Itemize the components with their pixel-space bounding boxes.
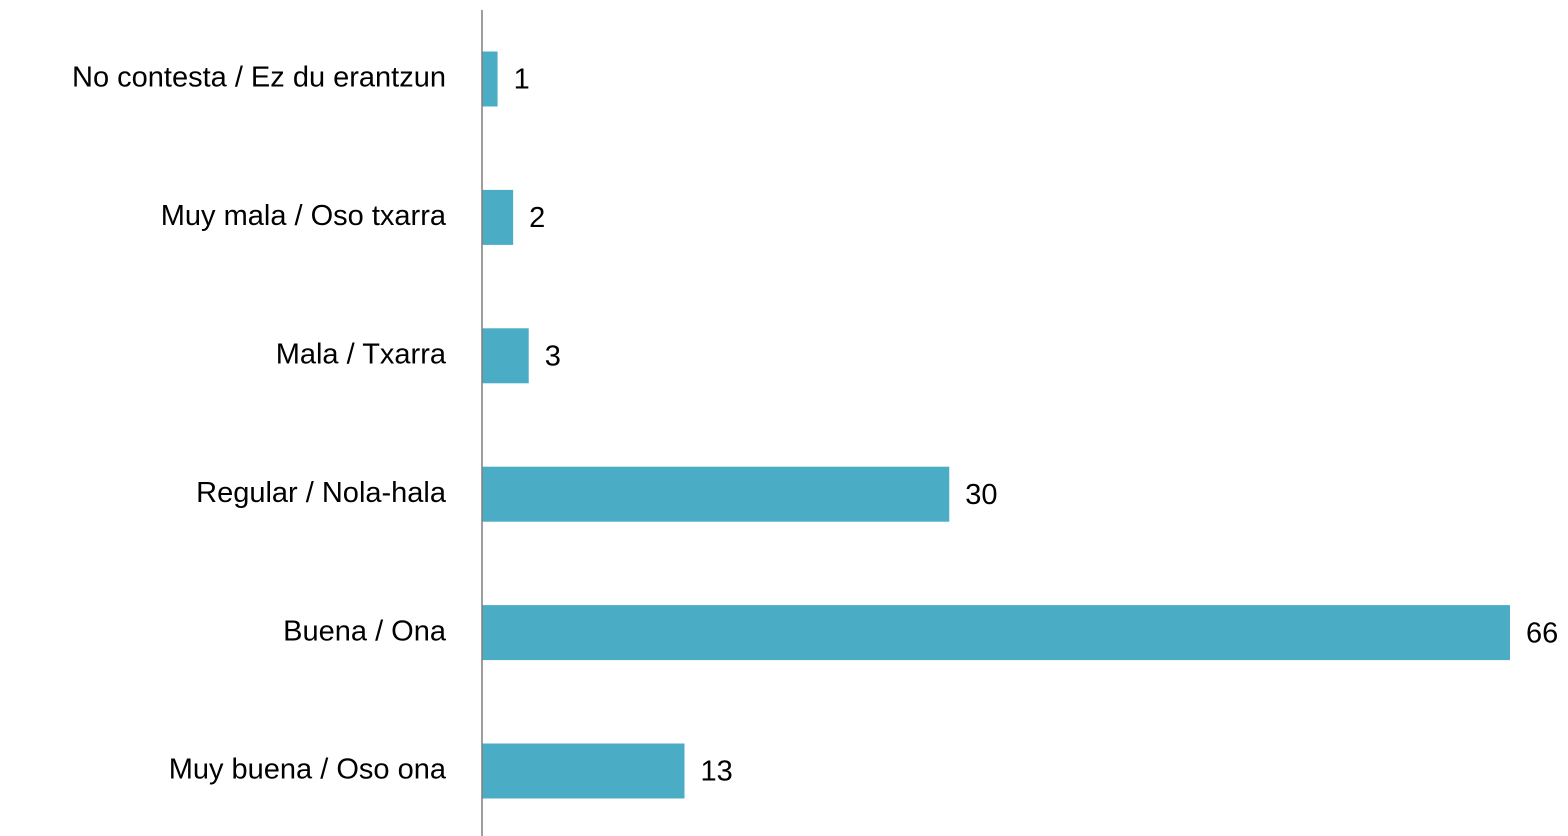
category-label: Mala / Txarra — [276, 338, 447, 370]
value-label: 13 — [700, 756, 732, 788]
value-label: 66 — [1526, 617, 1558, 649]
value-label: 3 — [545, 340, 561, 372]
value-label: 2 — [529, 202, 545, 234]
value-label: 30 — [965, 479, 997, 511]
category-label: Muy mala / Oso txarra — [161, 200, 447, 232]
bar — [482, 51, 498, 107]
bar — [482, 189, 514, 245]
category-label: No contesta / Ez du erantzun — [72, 62, 446, 94]
bar — [482, 466, 950, 522]
bar — [482, 605, 1510, 661]
category-label: Muy buena / Oso ona — [169, 754, 447, 786]
bar — [482, 328, 529, 384]
bar — [482, 743, 685, 799]
category-label: Regular / Nola-hala — [196, 477, 447, 509]
value-label: 1 — [514, 64, 530, 96]
category-label: Buena / Ona — [283, 615, 447, 647]
